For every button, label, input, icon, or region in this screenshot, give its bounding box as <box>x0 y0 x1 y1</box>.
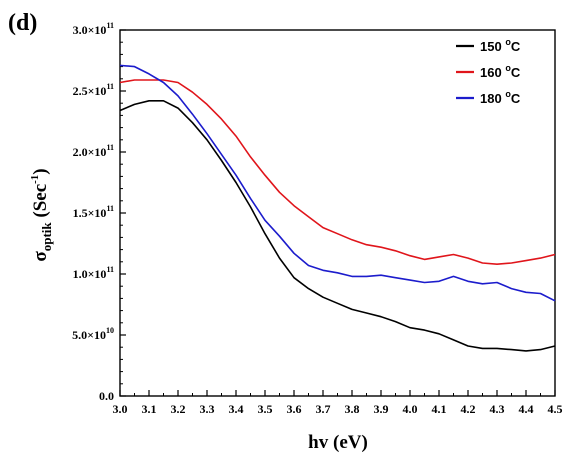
x-tick-label: 3.0 <box>113 402 128 416</box>
y-tick-label: 1.0×1011 <box>73 265 114 281</box>
y-axis-title: σoptik (Sec-1) <box>29 168 54 261</box>
x-axis-title: hv (eV) <box>308 432 368 453</box>
x-tick-label: 4.5 <box>548 402 563 416</box>
x-tick-label: 4.0 <box>403 402 418 416</box>
panel-label: (d) <box>8 10 37 36</box>
series-layer <box>119 64 556 352</box>
x-tick-label: 3.9 <box>374 402 389 416</box>
x-tick-label: 3.1 <box>142 402 157 416</box>
y-tick-label: 1.5×1011 <box>73 204 114 220</box>
series-line-2 <box>119 79 556 266</box>
y-axis-title-unit: (Sec <box>30 184 51 223</box>
legend-label: 160 oC <box>480 63 521 80</box>
y-tick-label: 0.0 <box>99 389 114 403</box>
x-tick-label: 4.2 <box>461 402 476 416</box>
y-tick-label: 3.0×1011 <box>73 21 114 37</box>
legend-label: 180 oC <box>480 89 521 106</box>
series-line-1 <box>119 100 556 352</box>
plot-frame <box>119 29 556 397</box>
x-tick-label: 3.7 <box>316 402 331 416</box>
y-axis-title-sub: optik <box>39 222 54 252</box>
y-tick-label: 2.0×1011 <box>73 143 114 159</box>
y-axis-title-exp: -1 <box>29 175 41 184</box>
x-tick-label: 3.2 <box>171 402 186 416</box>
y-tick-label: 5.0×1010 <box>72 326 114 342</box>
legend: 150 oC 160 oC 180 oC <box>456 37 521 106</box>
x-tick-label: 3.5 <box>258 402 273 416</box>
x-tick-label: 4.1 <box>432 402 447 416</box>
x-tick-label: 3.8 <box>345 402 360 416</box>
series-line-3 <box>119 64 556 302</box>
y-axis-title-main: σ <box>30 251 51 262</box>
x-tick-label: 3.4 <box>229 402 244 416</box>
x-tick-label: 3.6 <box>287 402 302 416</box>
x-tick-label: 4.3 <box>490 402 505 416</box>
y-axis-title-close: ) <box>30 168 51 174</box>
x-tick-label: 4.4 <box>519 402 534 416</box>
x-axis-ticks: 3.0 3.1 3.2 3.3 3.4 3.5 3.6 3.7 3.8 3.9 4.0 4.1 4.2 4… <box>113 390 563 416</box>
y-tick-label: 2.5×1011 <box>73 82 114 98</box>
y-axis-ticks: 0.0 5.0×1010 1.0×1011 1.5×1011 2.0×1011 2.5×1… <box>72 21 126 403</box>
x-tick-label: 3.3 <box>200 402 215 416</box>
legend-label: 150 oC <box>480 37 521 54</box>
